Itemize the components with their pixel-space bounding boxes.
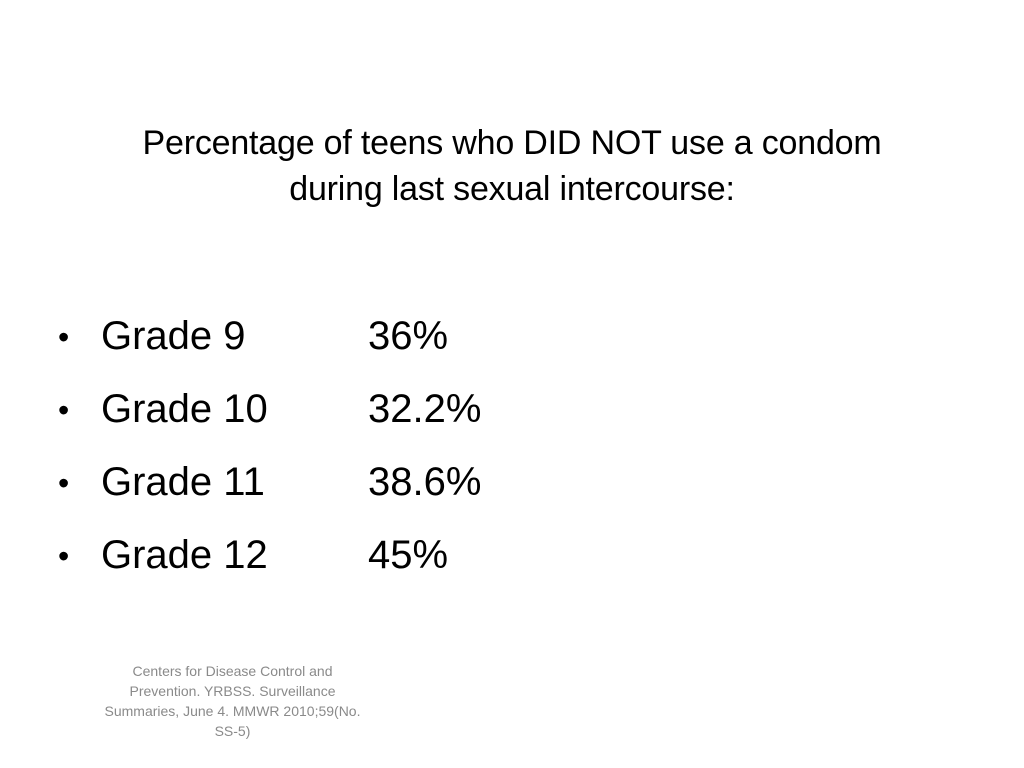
grade-label: Grade 11 (101, 460, 265, 504)
percentage-value: 45% (368, 533, 449, 577)
title-line-2: during last sexual intercourse: (289, 170, 735, 208)
list-item-grade-12: • Grade 12 45% (58, 519, 508, 592)
citation-line-1: Centers for Disease Control and (132, 663, 333, 679)
bullet-icon: • (58, 391, 70, 428)
list-item-grade-10: • Grade 10 32.2% (58, 373, 508, 446)
grade-label: Grade 9 (101, 314, 246, 358)
bullet-icon: • (58, 537, 70, 574)
citation-line-4: SS-5) (214, 723, 251, 739)
list-item-grade-9: • Grade 9 36% (58, 300, 508, 373)
grade-label: Grade 12 (101, 533, 268, 577)
source-citation: Centers for Disease Control and Preventi… (85, 661, 380, 741)
citation-line-3: Summaries, June 4. MMWR 2010;59(No. (104, 703, 361, 719)
percentage-value: 38.6% (368, 460, 482, 504)
bullet-list: • Grade 9 36% • Grade 10 32.2% • Grade 1… (58, 300, 508, 592)
list-item-grade-11: • Grade 11 38.6% (58, 446, 508, 519)
title-line-1: Percentage of teens who DID NOT use a co… (142, 124, 882, 162)
percentage-value: 36% (368, 314, 449, 358)
percentage-value: 32.2% (368, 387, 482, 431)
citation-line-2: Prevention. YRBSS. Surveillance (129, 683, 336, 699)
bullet-icon: • (58, 318, 70, 355)
slide-title: Percentage of teens who DID NOT use a co… (90, 120, 934, 212)
grade-label: Grade 10 (101, 387, 268, 431)
bullet-icon: • (58, 464, 70, 501)
